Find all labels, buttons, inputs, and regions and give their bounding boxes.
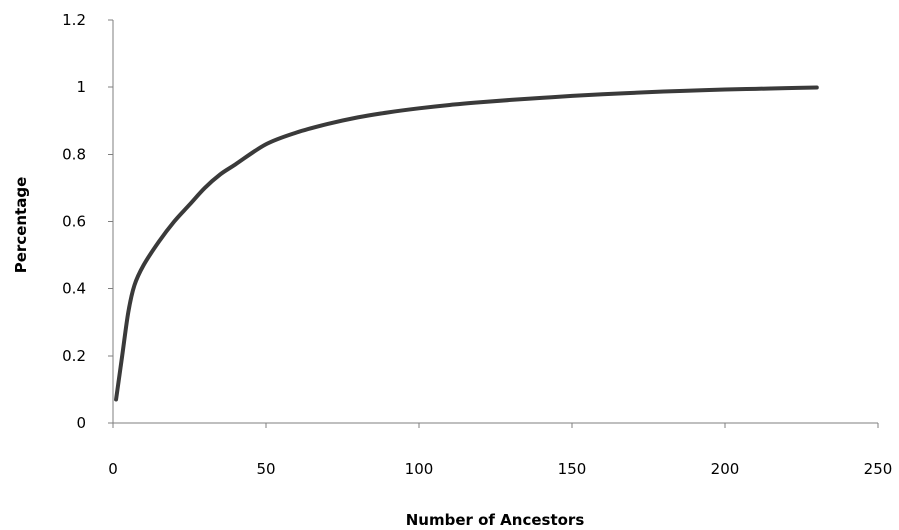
- x-axis-title: Number of Ancestors: [406, 511, 585, 529]
- x-tick-label: 200: [711, 460, 740, 478]
- y-tick-label: 0.4: [62, 280, 86, 298]
- series-line: [114, 85, 819, 402]
- x-tick-label: 100: [405, 460, 434, 478]
- x-tick-label: 250: [864, 460, 893, 478]
- y-tick-label: 0: [76, 414, 86, 432]
- y-axis-title: Percentage: [12, 177, 30, 274]
- x-tick-label: 150: [558, 460, 587, 478]
- y-tick-label: 0.8: [62, 145, 86, 163]
- x-tick-label: 50: [256, 460, 275, 478]
- series-group: [114, 85, 819, 402]
- y-axis-ticks: 0 0.2 0.4 0.6 0.8 1 1.2: [62, 11, 113, 432]
- y-tick-label: 1: [76, 78, 86, 96]
- y-tick-label: 0.6: [62, 213, 86, 231]
- x-axis-ticks: 0 50 100 150 200 250: [108, 423, 892, 478]
- chart-axes: [112, 20, 878, 424]
- x-tick-label: 0: [108, 460, 118, 478]
- y-tick-label: 0.2: [62, 347, 86, 365]
- y-tick-label: 1.2: [62, 11, 86, 29]
